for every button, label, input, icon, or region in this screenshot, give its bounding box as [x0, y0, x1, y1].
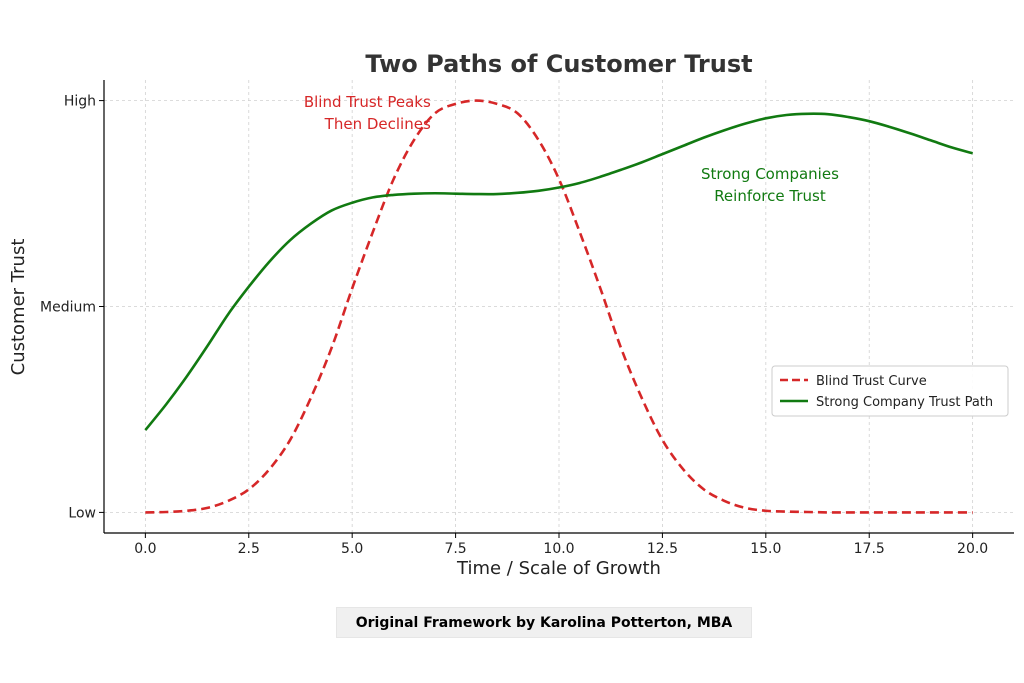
credit-banner: Original Framework by Karolina Potterton…: [336, 607, 752, 638]
y-tick-label: High: [64, 94, 96, 110]
annotations: Blind Trust Peaks Then Declines Strong Com…: [304, 93, 839, 205]
series: [144, 99, 973, 514]
annotation-text: Blind Trust Peaks: [304, 93, 431, 111]
grid: [104, 80, 1014, 533]
x-ticks: 0.0 2.5 5.0 7.5 10.0 12.5 15.0 17.5 20.0: [134, 533, 988, 557]
annotation-text: Reinforce Trust: [714, 187, 826, 205]
x-tick-label: 0.0: [134, 541, 156, 557]
legend: Blind Trust Curve Strong Company Trust Pa…: [771, 365, 1009, 417]
x-axis-label: Time / Scale of Growth: [456, 558, 661, 579]
y-tick-label: Medium: [40, 300, 96, 316]
annotation-text: Strong Companies: [701, 165, 839, 183]
legend-label: Blind Trust Curve: [816, 374, 927, 389]
x-tick-label: 10.0: [543, 541, 574, 557]
x-tick-label: 12.5: [647, 541, 678, 557]
x-tick-label: 2.5: [238, 541, 260, 557]
chart-title: Two Paths of Customer Trust: [365, 50, 752, 78]
y-ticks: Low Medium High: [40, 94, 104, 521]
x-tick-label: 5.0: [341, 541, 363, 557]
x-tick-label: 7.5: [444, 541, 466, 557]
series-line-blind-trust-curve: [145, 99, 973, 514]
x-tick-label: 20.0: [957, 541, 988, 557]
x-tick-label: 15.0: [750, 541, 781, 557]
legend-box: [771, 365, 1009, 417]
y-axis-label: Customer Trust: [8, 239, 29, 376]
x-tick-label: 17.5: [854, 541, 885, 557]
series-line-strong-company-trust-path: [144, 112, 973, 431]
y-tick-label: Low: [68, 505, 96, 521]
legend-label: Strong Company Trust Path: [816, 395, 993, 410]
annotation-text: Then Declines: [324, 115, 431, 133]
